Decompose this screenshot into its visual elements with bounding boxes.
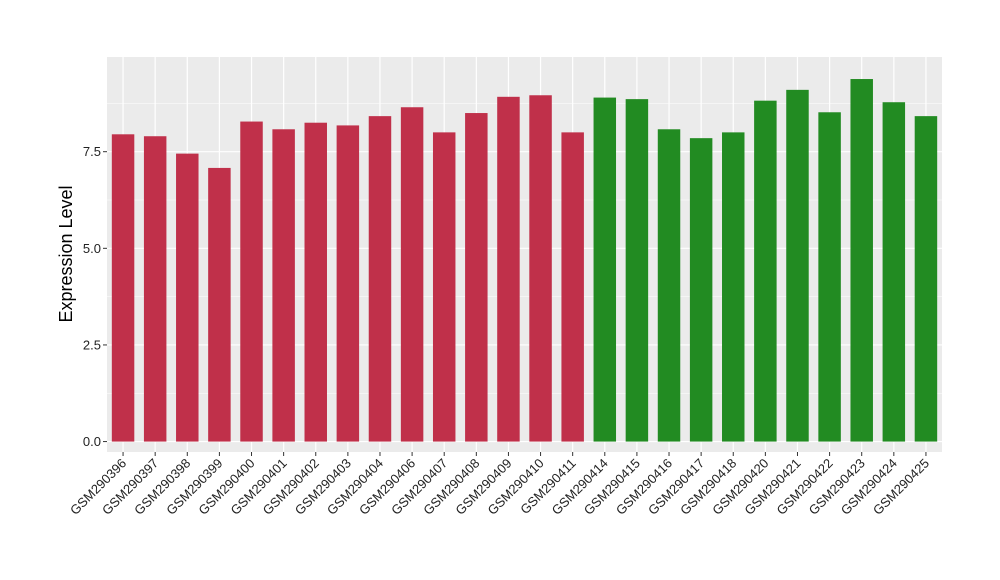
bar — [786, 89, 809, 442]
bar — [304, 122, 327, 442]
y-tick-label: 2.5 — [83, 337, 101, 352]
bar — [143, 136, 167, 442]
bar — [722, 132, 745, 442]
bar — [400, 107, 424, 442]
bar — [111, 134, 135, 442]
bar — [336, 125, 360, 442]
bar — [368, 116, 392, 442]
bar — [914, 116, 938, 442]
bar — [240, 121, 263, 442]
bars — [111, 79, 938, 442]
bar — [882, 102, 906, 442]
bar — [176, 153, 199, 442]
bar — [593, 97, 617, 442]
bar — [465, 113, 488, 442]
bar — [497, 96, 520, 442]
bar — [625, 99, 649, 442]
bar — [432, 132, 456, 442]
y-axis-ticks: 0.0 2.5 5.0 7.5 — [83, 144, 107, 449]
bar — [208, 167, 231, 442]
y-tick-label: 5.0 — [83, 241, 101, 256]
plot-panel — [107, 57, 942, 452]
y-axis-title: Expression Level — [56, 185, 76, 322]
bar — [850, 79, 873, 442]
bar — [272, 129, 295, 442]
x-axis-ticks: GSM290396GSM290397GSM290398GSM290399GSM2… — [67, 452, 932, 518]
bar — [689, 138, 713, 442]
bar — [561, 132, 584, 442]
bar — [754, 100, 777, 442]
bar — [818, 112, 841, 442]
y-tick-label: 7.5 — [83, 144, 101, 159]
bar — [657, 129, 681, 442]
y-tick-label: 0.0 — [83, 434, 101, 449]
bar — [529, 95, 552, 442]
